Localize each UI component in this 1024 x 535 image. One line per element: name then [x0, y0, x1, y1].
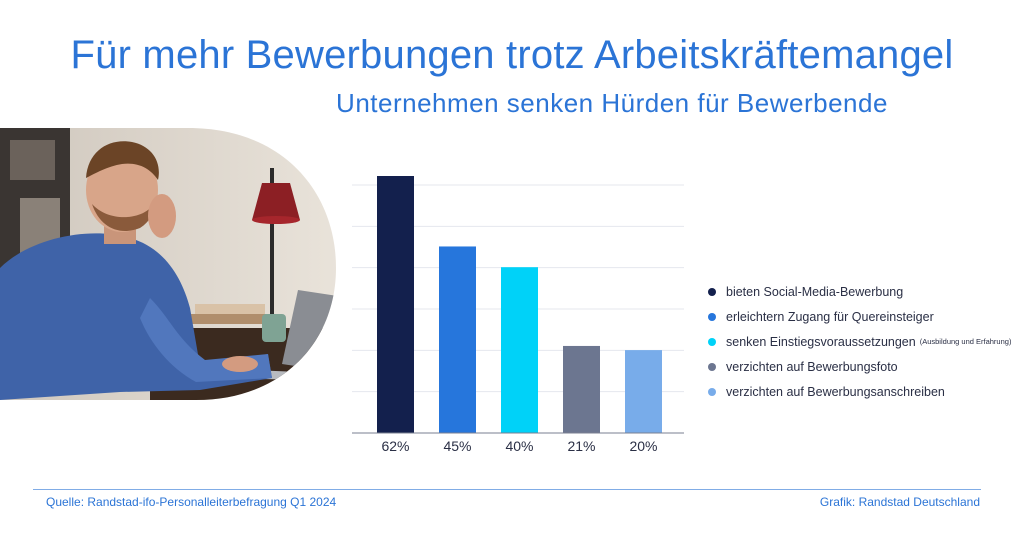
bars	[377, 176, 662, 433]
value-label: 40%	[505, 438, 533, 454]
bar-5	[625, 350, 662, 433]
legend-item: verzichten auf Bewerbungsanschreiben	[708, 379, 1011, 404]
bar-4	[563, 345, 600, 433]
legend-item: erleichtern Zugang für Quereinsteiger	[708, 304, 1011, 329]
value-label: 45%	[443, 438, 471, 454]
bar-2	[439, 246, 476, 433]
value-labels: 62% 45% 40% 21% 20%	[381, 438, 657, 454]
value-label: 21%	[567, 438, 595, 454]
legend-dot	[708, 362, 716, 371]
value-label: 62%	[381, 438, 409, 454]
bar-1	[377, 176, 414, 433]
chart-subtitle: Unternehmen senken Hürden für Bewerbende	[336, 88, 888, 118]
legend-item: bieten Social-Media-Bewerbung	[708, 279, 1011, 304]
legend-dot	[708, 312, 716, 321]
footer-divider	[33, 489, 981, 490]
gridlines	[352, 184, 684, 393]
legend: bieten Social-Media-Bewerbung erleichter…	[708, 279, 1011, 404]
legend-dot	[708, 337, 716, 346]
legend-item: verzichten auf Bewerbungsfoto	[708, 354, 1011, 379]
legend-label: verzichten auf Bewerbungsanschreiben	[726, 384, 945, 399]
legend-label: erleichtern Zugang für Quereinsteiger	[726, 309, 934, 324]
graphic-credit: Grafik: Randstad Deutschland	[819, 495, 980, 509]
legend-label: senken Einstiegsvoraussetzungen	[726, 334, 916, 349]
chart-title: Für mehr Bewerbungen trotz Arbeitskräfte…	[70, 33, 954, 77]
legend-dot	[708, 287, 716, 296]
legend-dot	[708, 387, 716, 396]
legend-item: senken Einstiegsvoraussetzungen (Ausbild…	[708, 329, 1011, 354]
legend-label: bieten Social-Media-Bewerbung	[726, 284, 904, 299]
source-note: Quelle: Randstad-ifo-Personalleiterbefra…	[46, 495, 337, 509]
legend-label: verzichten auf Bewerbungsfoto	[726, 359, 898, 374]
legend-note: (Ausbildung und Erfahrung)	[919, 337, 1012, 346]
value-label: 20%	[629, 438, 657, 454]
photo-man-at-laptop	[0, 128, 336, 400]
bar-3	[501, 267, 538, 433]
